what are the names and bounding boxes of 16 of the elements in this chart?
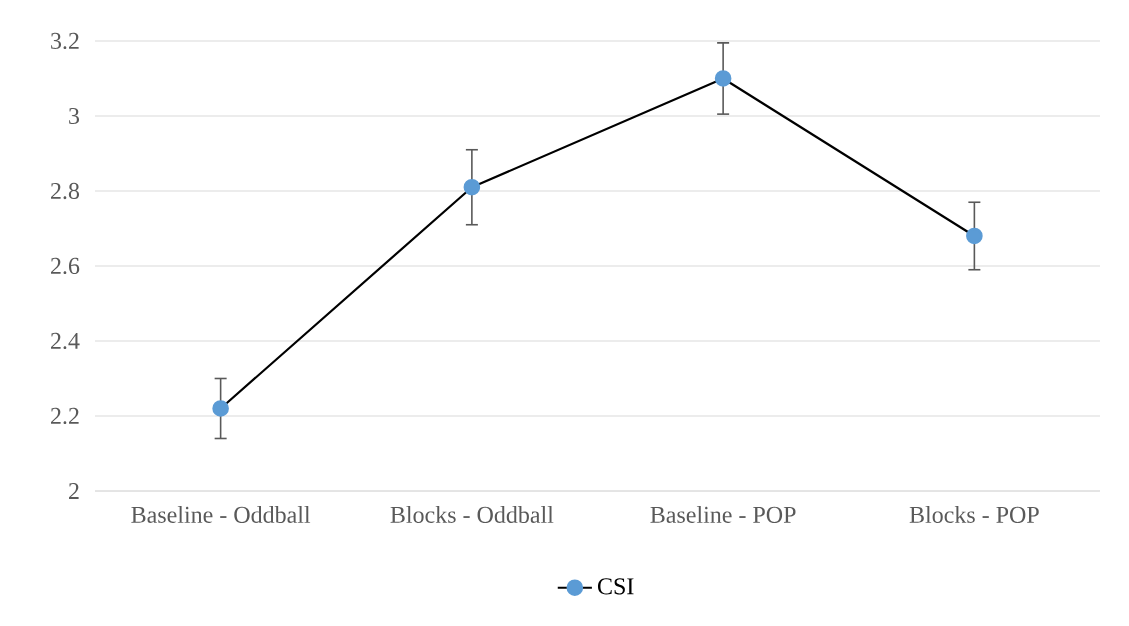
legend-label: CSI [597,578,634,595]
x-tick-label: Baseline - Oddball [131,506,311,523]
y-tick-label: 2 [69,483,79,499]
point [714,70,732,87]
y-tick-label: 3 [69,107,80,125]
point [463,178,481,196]
y-tick-label: 2.4 [51,332,80,350]
point [212,400,229,417]
x-tick-label: Baseline - POP [650,506,796,523]
y-tick-label: 3.2 [51,32,79,50]
x-tick-label: Blocks - Oddball [390,506,554,523]
y-tick-label: 2.8 [51,182,80,200]
y-tick-label: 2.2 [51,407,79,425]
x-tick-label: Blocks - POP [909,506,1039,523]
y-tick-label: 2.6 [51,257,80,275]
point [966,227,983,245]
